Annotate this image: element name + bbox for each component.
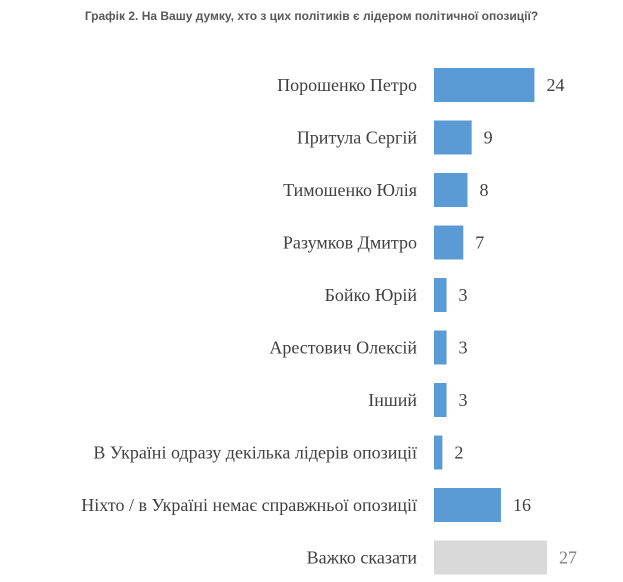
bar-9 [434, 488, 501, 522]
value-label-6: 3 [459, 338, 468, 358]
value-label-5: 3 [459, 285, 468, 305]
value-label-4: 7 [475, 233, 484, 253]
category-label-4: Разумков Дмитро [283, 233, 417, 253]
category-label-2: Притула Сергій [297, 128, 418, 148]
bar-3 [434, 173, 468, 207]
value-label-9: 16 [513, 495, 531, 515]
category-label-7: Інший [368, 390, 417, 410]
value-label-1: 24 [546, 75, 564, 95]
value-label-8: 2 [454, 443, 463, 463]
value-label-10: 27 [559, 548, 577, 568]
bar-1 [434, 68, 535, 102]
category-label-3: Тимошенко Юлія [283, 180, 417, 200]
chart-title: Графік 2. На Вашу думку, хто з цих політ… [84, 9, 539, 23]
category-label-10: Важко сказати [307, 548, 418, 568]
category-label-6: Арестович Олексій [269, 338, 417, 358]
category-label-1: Порошенко Петро [277, 75, 417, 95]
value-label-2: 9 [484, 128, 493, 148]
category-label-9: Ніхто / в Україні немає справжньої опози… [81, 495, 417, 515]
bar-8 [434, 435, 443, 470]
bar-5 [434, 278, 447, 312]
bar-7 [434, 383, 447, 417]
bar-4 [434, 225, 464, 260]
bar-2 [434, 120, 472, 155]
bar-10 [434, 540, 547, 575]
value-label-7: 3 [459, 390, 468, 410]
category-label-8: В Україні одразу декілька лідерів опозиц… [93, 443, 417, 463]
value-label-3: 8 [479, 180, 488, 200]
bar-6 [434, 330, 447, 365]
category-label-5: Бойко Юрій [325, 285, 418, 305]
